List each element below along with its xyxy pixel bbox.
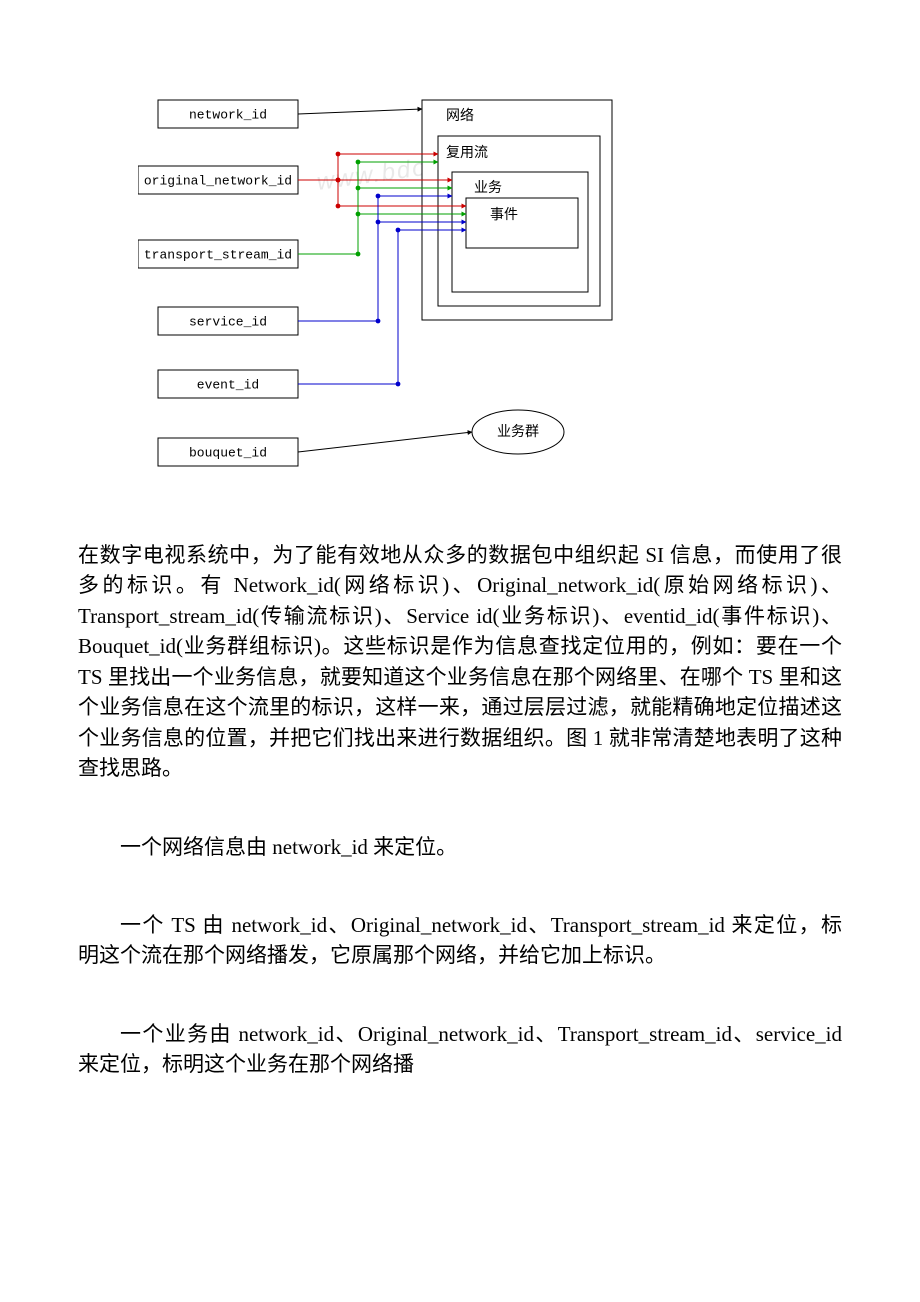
svg-text:复用流: 复用流 — [446, 144, 488, 161]
svg-text:event_id: event_id — [197, 377, 259, 392]
paragraph-2: 一个网络信息由 network_id 来定位。 — [78, 832, 842, 862]
svg-text:bouquet_id: bouquet_id — [189, 445, 267, 460]
svg-text:事件: 事件 — [490, 207, 518, 223]
paragraph-4: 一个业务由 network_id、Original_network_id、Tra… — [78, 1019, 842, 1080]
diagram-svg: www.bdocx.com网络复用流业务事件业务群network_idorigi… — [138, 90, 618, 480]
svg-text:service_id: service_id — [189, 314, 267, 329]
paragraph-1: 在数字电视系统中，为了能有效地从众多的数据包中组织起 SI 信息，而使用了很多的… — [78, 540, 842, 784]
svg-text:original_network_id: original_network_id — [144, 173, 292, 188]
document-page: www.bdocx.com网络复用流业务事件业务群network_idorigi… — [0, 0, 920, 1302]
paragraph-4-text: 一个业务由 network_id、Original_network_id、Tra… — [78, 1019, 842, 1080]
svg-text:网络: 网络 — [446, 108, 474, 124]
svg-text:transport_stream_id: transport_stream_id — [144, 247, 292, 262]
svg-text:业务: 业务 — [474, 180, 502, 196]
paragraph-3: 一个 TS 由 network_id、Original_network_id、T… — [78, 910, 842, 971]
si-id-diagram: www.bdocx.com网络复用流业务事件业务群network_idorigi… — [138, 90, 618, 480]
svg-text:network_id: network_id — [189, 107, 267, 122]
svg-text:业务群: 业务群 — [497, 424, 539, 440]
